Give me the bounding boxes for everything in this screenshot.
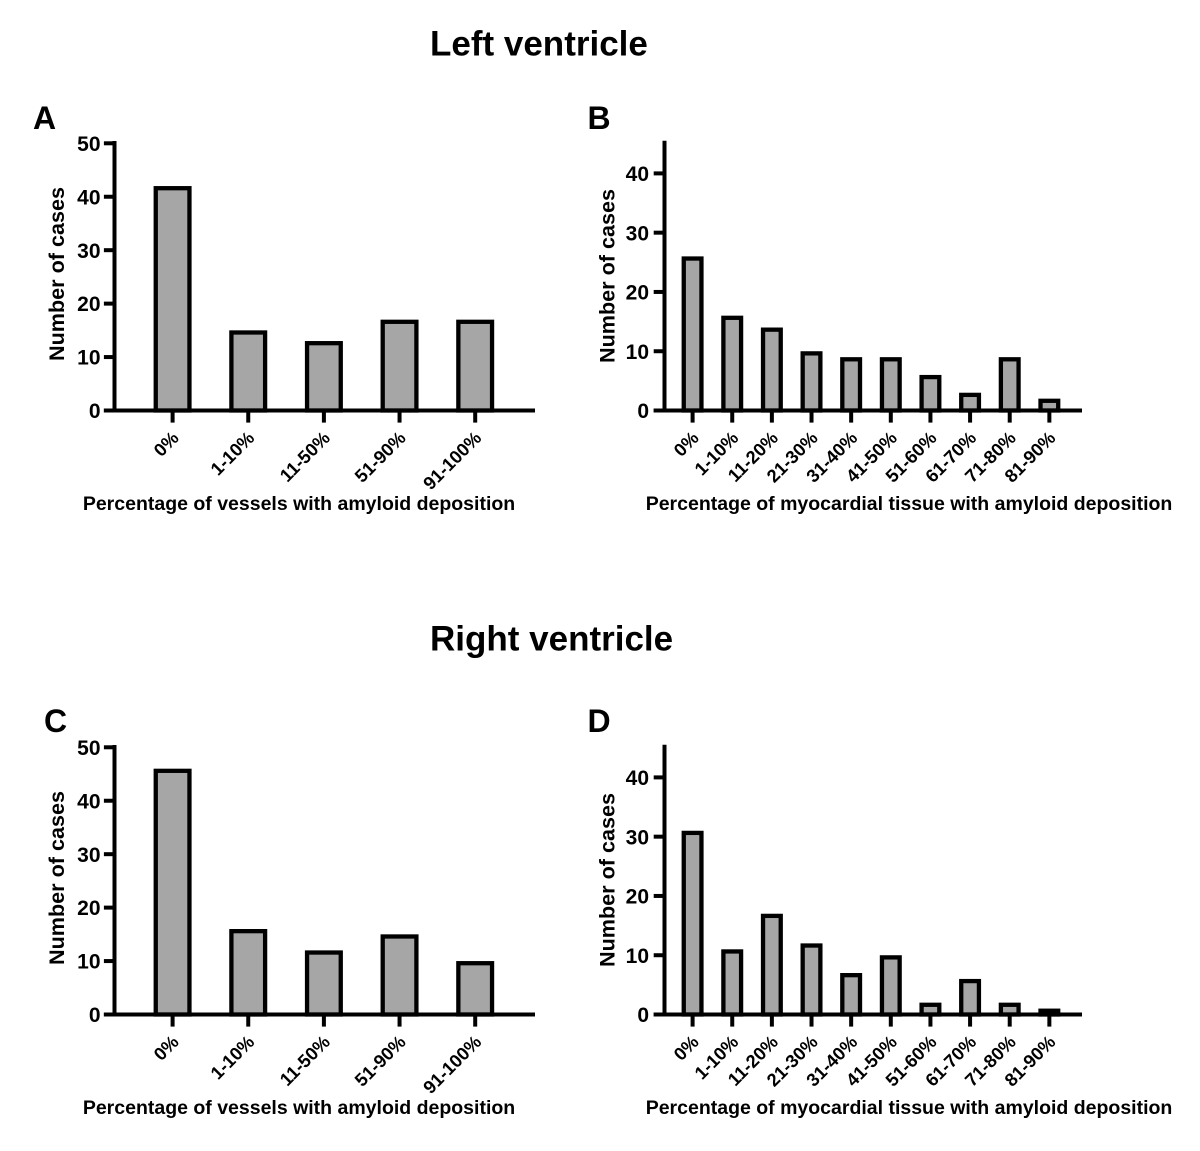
svg-text:30: 30: [626, 222, 649, 245]
svg-text:Right ventricle: Right ventricle: [430, 620, 673, 659]
svg-text:91-100%: 91-100%: [419, 1031, 486, 1098]
svg-text:1-10%: 1-10%: [206, 1031, 258, 1083]
svg-text:Number of cases: Number of cases: [44, 187, 69, 361]
svg-text:30: 30: [626, 826, 649, 849]
svg-text:50: 50: [77, 133, 100, 156]
svg-text:20: 20: [77, 293, 100, 316]
svg-text:40: 40: [77, 186, 100, 209]
svg-text:51-90%: 51-90%: [350, 427, 409, 486]
svg-text:Percentage of vessels with amy: Percentage of vessels with amyloid depos…: [83, 493, 515, 515]
svg-text:10: 10: [77, 951, 100, 974]
svg-text:40: 40: [77, 790, 100, 813]
svg-text:40: 40: [626, 163, 649, 186]
svg-text:10: 10: [626, 341, 649, 364]
svg-text:B: B: [588, 100, 611, 136]
svg-text:D: D: [588, 703, 611, 739]
svg-text:50: 50: [77, 737, 100, 760]
svg-text:Percentage of myocardial tissu: Percentage of myocardial tissue with amy…: [646, 1097, 1173, 1119]
svg-text:0: 0: [89, 1004, 101, 1027]
svg-text:30: 30: [77, 844, 100, 867]
svg-text:Left ventricle: Left ventricle: [430, 25, 648, 64]
svg-text:0: 0: [637, 400, 649, 423]
svg-text:Number of cases: Number of cases: [595, 189, 620, 363]
svg-text:A: A: [33, 100, 56, 136]
svg-text:0%: 0%: [149, 427, 183, 461]
svg-text:11-50%: 11-50%: [275, 1031, 334, 1090]
svg-text:40: 40: [626, 767, 649, 790]
svg-text:0: 0: [89, 400, 101, 423]
svg-text:0: 0: [637, 1004, 649, 1027]
svg-text:1-10%: 1-10%: [206, 427, 258, 479]
svg-text:11-50%: 11-50%: [275, 427, 334, 486]
svg-text:Number of cases: Number of cases: [44, 791, 69, 965]
svg-text:20: 20: [77, 897, 100, 920]
svg-text:Percentage of vessels with amy: Percentage of vessels with amyloid depos…: [83, 1097, 515, 1119]
svg-text:10: 10: [626, 945, 649, 968]
svg-text:Percentage of myocardial tissu: Percentage of myocardial tissue with amy…: [646, 493, 1173, 515]
svg-text:10: 10: [77, 347, 100, 370]
svg-text:30: 30: [77, 240, 100, 263]
svg-text:C: C: [44, 703, 67, 739]
svg-text:51-90%: 51-90%: [350, 1031, 409, 1090]
svg-text:20: 20: [626, 886, 649, 909]
svg-text:0%: 0%: [149, 1031, 183, 1065]
svg-text:91-100%: 91-100%: [419, 427, 486, 494]
svg-text:20: 20: [626, 282, 649, 305]
svg-text:Number of cases: Number of cases: [595, 793, 620, 967]
